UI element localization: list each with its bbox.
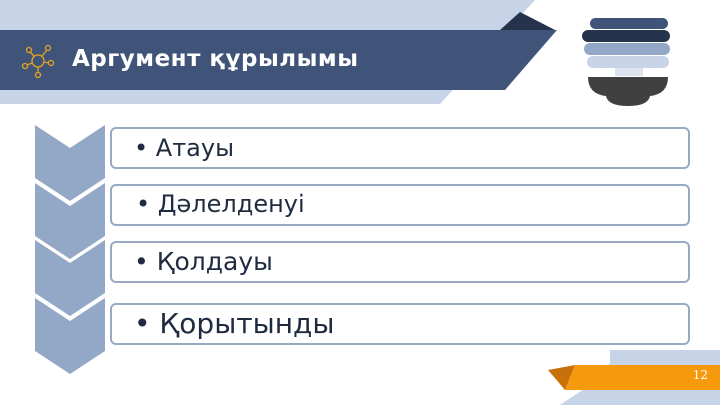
- footer-orange-bar: [565, 365, 720, 390]
- chevron-stack: [35, 125, 105, 374]
- title-band: [0, 30, 557, 90]
- list-item: • Қолдауы: [110, 241, 690, 283]
- network-icon: [21, 44, 55, 79]
- dark-triangle: [500, 12, 555, 30]
- list-item: • Атауы: [110, 127, 690, 169]
- footer-orange-fold: [548, 365, 575, 390]
- chevron: [35, 183, 105, 259]
- chevron: [35, 298, 105, 374]
- bulb-icon: [582, 18, 670, 106]
- chevron: [35, 240, 105, 316]
- list-item: • Қорытынды: [110, 303, 690, 345]
- list-item: • Дәлелденуі: [110, 184, 690, 226]
- page-number: 12: [692, 368, 708, 382]
- page-title: Аргумент құрылымы: [72, 46, 359, 72]
- chevron: [35, 125, 105, 201]
